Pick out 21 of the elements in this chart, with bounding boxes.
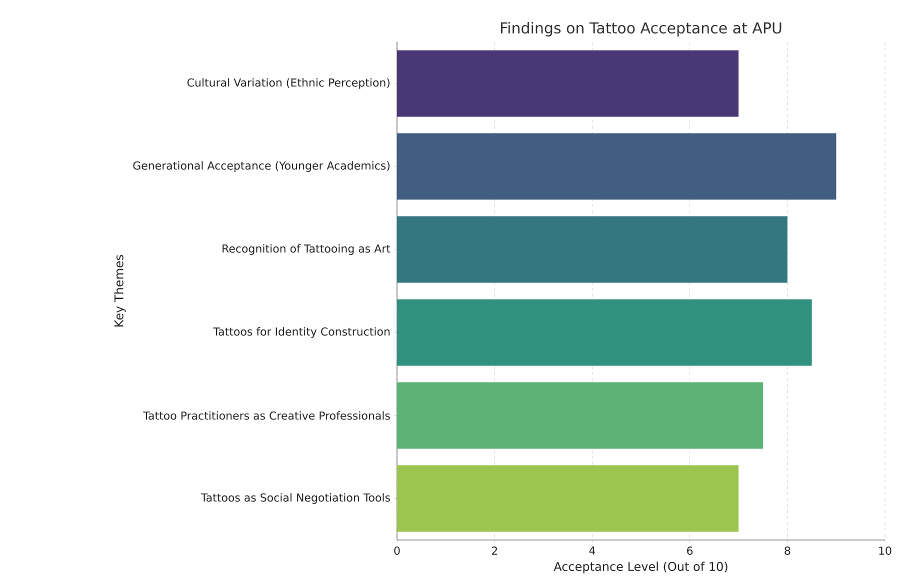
bar	[397, 216, 788, 283]
x-axis-title: Acceptance Level (Out of 10)	[554, 562, 728, 574]
bar	[397, 299, 812, 366]
x-tick-label: 10	[879, 546, 892, 555]
chart-title: Findings on Tattoo Acceptance at APU	[501, 22, 782, 36]
bar	[397, 382, 764, 449]
x-tick-label: 8	[784, 546, 790, 555]
x-tick-label: 6	[687, 546, 693, 555]
y-tick-label: Tattoos for Identity Construction	[213, 327, 390, 338]
y-tick-label: Tattoo Practitioners as Creative Professionals	[143, 411, 390, 420]
y-tick-label: Generational Acceptance (Younger Academics)	[133, 161, 390, 172]
x-tick-label: 0	[394, 546, 400, 555]
bar	[397, 50, 739, 117]
x-tick-label: 2	[492, 546, 497, 555]
bar	[397, 133, 836, 200]
x-tick-label: 4	[589, 546, 596, 555]
y-axis-title: Key Themes	[114, 254, 126, 326]
y-tick-label: Recognition of Tattooing as Art	[222, 244, 390, 255]
bar	[397, 465, 739, 532]
y-tick-label: Cultural Variation (Ethnic Perception)	[187, 78, 390, 89]
y-tick-label: Tattoos as Social Negotiation Tools	[200, 493, 390, 504]
